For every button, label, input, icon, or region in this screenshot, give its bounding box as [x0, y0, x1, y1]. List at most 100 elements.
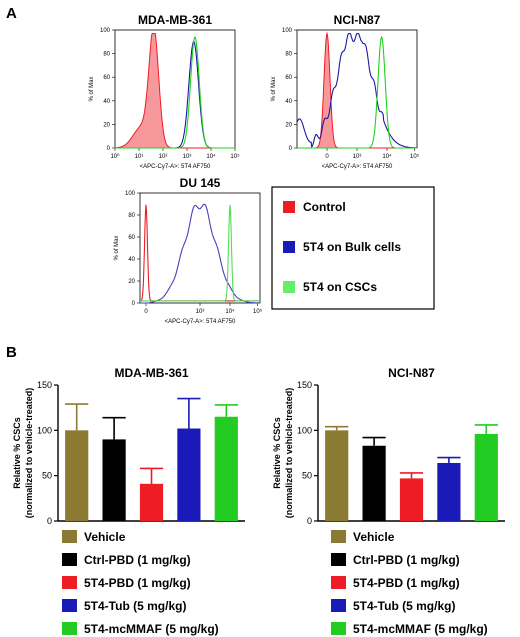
y-tick-label: 20	[128, 279, 135, 285]
y-tick-label: 60	[128, 235, 135, 241]
y-axis-label-line-1: (normalized to vehicle-treated)	[284, 388, 294, 519]
histogram-nci-n87: NCI-N87 0 20 40 60 80 100 0 10³ 10⁴ 10⁵ <APC-Cy7-A>…	[271, 13, 420, 170]
chart-title: NCI-N87	[388, 366, 435, 380]
histogram-series-5t4-on-cscs	[297, 35, 417, 149]
y-tick-label: 80	[103, 52, 110, 58]
x-tick-label: 10⁵	[253, 308, 263, 315]
legend-label-3: 5T4-Tub (5 mg/kg)	[84, 599, 186, 613]
y-tick-label: 100	[282, 28, 293, 34]
y-tick-label: 60	[285, 75, 292, 81]
legend-label-1: 5T4 on Bulk cells	[303, 240, 401, 254]
y-axis-label-line-0: Relative % CSCs	[12, 417, 22, 489]
bar-chart-nci-n87: NCI-N87 0 50 100 150 Relative % CSCs (normaliz…	[272, 366, 505, 526]
legend-swatch-2	[283, 281, 295, 293]
y-axis-label: % of Max	[114, 235, 120, 260]
x-tick-label: 10³	[196, 309, 205, 315]
y-tick-label: 150	[37, 380, 52, 390]
histogram-series-5t4-on-cscs	[140, 204, 260, 302]
x-tick-label: 0	[325, 154, 329, 160]
chart-title: NCI-N87	[334, 13, 381, 27]
legend-label-0: Vehicle	[353, 530, 395, 544]
bar-3	[437, 462, 461, 521]
histogram-du-145: DU 145 0 20 40 60 80 100 0 10³ 10⁴ 10⁵ <APC-Cy7-A>:…	[114, 176, 263, 325]
bar-0	[65, 430, 89, 521]
bar-1	[362, 445, 386, 521]
legend-label-3: 5T4-Tub (5 mg/kg)	[353, 599, 455, 613]
legend-bar-chart-1: Vehicle Ctrl-PBD (1 mg/kg) 5T4-PBD (1 mg/k…	[62, 530, 219, 636]
legend-swatch-0	[331, 530, 346, 543]
legend-swatch-0	[62, 530, 77, 543]
y-tick-label: 60	[103, 75, 110, 81]
legend-swatch-3	[331, 599, 346, 612]
legend-label-4: 5T4-mcMMAF (5 mg/kg)	[84, 622, 219, 636]
bar-1	[102, 439, 126, 521]
legend-label-2: 5T4-PBD (1 mg/kg)	[84, 576, 191, 590]
panel-label-a: A	[6, 5, 17, 22]
y-tick-label: 0	[132, 301, 136, 307]
y-tick-label: 0	[289, 146, 293, 152]
bar-2	[139, 483, 164, 521]
legend-label-0: Vehicle	[84, 530, 126, 544]
legend-label-1: Ctrl-PBD (1 mg/kg)	[84, 553, 191, 567]
histogram-series-5t4-on-bulk-cells	[140, 203, 260, 304]
bar-3	[177, 428, 201, 521]
legend-label-0: Control	[303, 200, 346, 214]
plot-frame	[114, 29, 236, 149]
legend-swatch-2	[62, 576, 77, 589]
plot-frame	[139, 192, 261, 304]
legend-label-4: 5T4-mcMMAF (5 mg/kg)	[353, 622, 488, 636]
y-axis-label: % of Max	[89, 76, 95, 101]
y-axis-label: % of Max	[271, 76, 277, 101]
y-axis-label-line-0: Relative % CSCs	[272, 417, 282, 489]
bar-chart-mda-mb-361: MDA-MB-361 0 50 100 150 Relative % CSCs (norma…	[12, 366, 245, 526]
x-tick-label: 10⁵	[410, 153, 420, 160]
legend-swatch-0	[283, 201, 295, 213]
y-tick-label: 20	[285, 122, 292, 128]
y-tick-label: 100	[100, 28, 111, 34]
y-tick-label: 0	[47, 516, 52, 526]
x-tick-label: 10⁴	[206, 153, 216, 160]
y-tick-label: 40	[285, 99, 292, 105]
legend-panel-a: Control 5T4 on Bulk cells 5T4 on CSCs	[271, 186, 435, 310]
x-tick-label: 0	[144, 309, 148, 315]
legend-bar-chart-2: Vehicle Ctrl-PBD (1 mg/kg) 5T4-PBD (1 mg/k…	[331, 530, 488, 636]
bar-4	[474, 433, 498, 521]
x-tick-label: 10³	[183, 154, 192, 160]
legend-swatch-3	[62, 599, 77, 612]
legend-swatch-1	[283, 241, 295, 253]
y-tick-label: 80	[285, 52, 292, 58]
chart-title: MDA-MB-361	[138, 13, 212, 27]
histogram-series-control	[297, 31, 417, 149]
x-tick-label: 10¹	[135, 154, 144, 160]
y-tick-label: 0	[307, 516, 312, 526]
legend-label-2: 5T4 on CSCs	[303, 280, 377, 294]
x-tick-label: 10⁴	[382, 153, 392, 160]
legend-label-2: 5T4-PBD (1 mg/kg)	[353, 576, 460, 590]
y-tick-label: 150	[297, 380, 312, 390]
x-tick-label: 10⁴	[225, 308, 235, 315]
chart-title: DU 145	[180, 176, 221, 190]
bar-0	[325, 430, 349, 521]
y-tick-label: 20	[103, 122, 110, 128]
y-axis-label-line-1: (normalized to vehicle-treated)	[24, 388, 34, 519]
x-tick-label: 10²	[159, 154, 168, 160]
x-axis-label: <APC-Cy7-A>: 5T4 AF750	[322, 164, 393, 170]
legend-box	[271, 186, 435, 310]
y-tick-label: 40	[128, 257, 135, 263]
legend-label-1: Ctrl-PBD (1 mg/kg)	[353, 553, 460, 567]
y-tick-label: 100	[125, 191, 136, 197]
chart-title: MDA-MB-361	[114, 366, 188, 380]
plot-frame	[296, 29, 418, 149]
y-tick-label: 50	[302, 471, 312, 481]
histogram-series-5t4-on-cscs	[115, 36, 235, 149]
y-tick-label: 50	[42, 471, 52, 481]
legend-swatch-2	[331, 576, 346, 589]
x-axis-label: <APC-Cy7-A>: 5T4 AF750	[140, 164, 211, 170]
legend-swatch-4	[331, 622, 346, 635]
y-tick-label: 80	[128, 213, 135, 219]
histogram-series-5t4-on-bulk-cells	[296, 32, 417, 149]
bar-4	[214, 416, 238, 521]
histogram-mda-mb-361: MDA-MB-361 0 20 40 60 80 100 10⁰ 10¹ 10² 10³ 10⁴ 10⁵…	[89, 13, 240, 170]
x-tick-label: 10⁰	[110, 153, 120, 160]
